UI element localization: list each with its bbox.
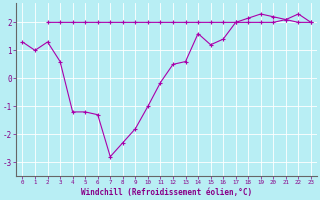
X-axis label: Windchill (Refroidissement éolien,°C): Windchill (Refroidissement éolien,°C) (81, 188, 252, 197)
